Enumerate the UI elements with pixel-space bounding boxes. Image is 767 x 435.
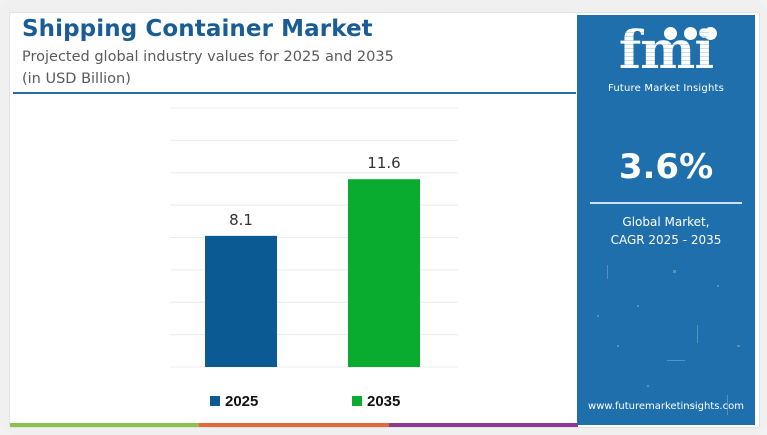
bar-2025 bbox=[205, 235, 277, 367]
chart-title: Shipping Container Market bbox=[22, 16, 373, 42]
texture-speck bbox=[637, 305, 639, 307]
globe-icon-1 bbox=[664, 27, 677, 40]
footer-color-stripe bbox=[10, 423, 578, 427]
legend-label-2035: 2035 bbox=[367, 393, 400, 410]
texture-speck bbox=[617, 345, 619, 347]
legend-swatch-2035 bbox=[352, 396, 362, 406]
infographic-card: Shipping Container Market Projected glob… bbox=[9, 12, 760, 428]
bar-2035 bbox=[348, 179, 420, 367]
texture-speck bbox=[607, 265, 608, 279]
legend-label-2025: 2025 bbox=[225, 393, 258, 410]
logo-globe-icons bbox=[577, 27, 755, 47]
texture-speck bbox=[687, 405, 697, 406]
stripe-orange bbox=[199, 423, 389, 427]
texture-speck bbox=[597, 315, 599, 317]
globe-icon-2 bbox=[684, 27, 697, 40]
brand-name: Future Market Insights bbox=[607, 83, 725, 94]
texture-speck bbox=[717, 285, 719, 287]
summary-panel: fmi Future Market Insights 3.6% Global M… bbox=[577, 15, 755, 425]
texture-speck bbox=[697, 325, 698, 343]
cagr-label-line2: CAGR 2025 - 2035 bbox=[610, 233, 722, 247]
cagr-label: Global Market, CAGR 2025 - 2035 bbox=[577, 213, 755, 249]
legend: 2025 2035 bbox=[210, 393, 400, 410]
title-underline bbox=[13, 92, 576, 94]
website-link[interactable]: www.futuremarketinsights.com bbox=[588, 401, 744, 412]
data-label-2025: 8.1 bbox=[229, 211, 253, 229]
unit-note: (in USD Billion) bbox=[22, 71, 131, 87]
texture-speck bbox=[667, 360, 685, 361]
cagr-divider bbox=[590, 202, 742, 204]
logo-mark: fmi bbox=[618, 20, 714, 81]
data-label-2035: 11.6 bbox=[367, 154, 400, 172]
stripe-green bbox=[10, 423, 200, 427]
data-labels: 8.1 11.6 bbox=[229, 154, 401, 229]
globe-icon-3 bbox=[704, 27, 717, 40]
legend-swatch-2025 bbox=[210, 396, 220, 406]
texture-speck bbox=[673, 270, 676, 273]
chart-subtitle: Projected global industry values for 202… bbox=[22, 49, 394, 65]
cagr-label-line1: Global Market, bbox=[622, 215, 710, 229]
bar-chart: 8.1 11.6 2025 2035 bbox=[170, 107, 458, 410]
texture-speck bbox=[737, 345, 740, 347]
stripe-purple bbox=[388, 423, 578, 427]
fmi-logo: fmi bbox=[577, 25, 755, 77]
bars bbox=[205, 179, 420, 367]
texture-speck bbox=[727, 395, 728, 415]
texture-speck bbox=[647, 385, 649, 387]
cagr-value: 3.6% bbox=[618, 147, 714, 187]
